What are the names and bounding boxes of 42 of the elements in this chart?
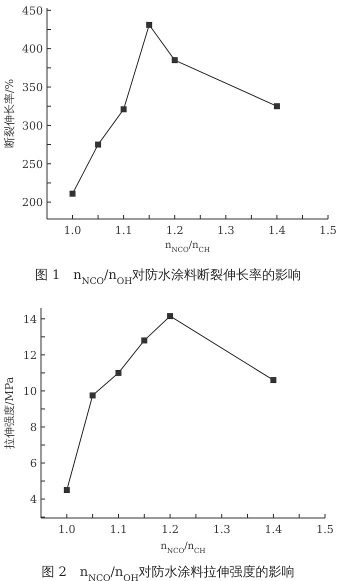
point	[270, 377, 276, 384]
y-tick-label: 200	[22, 196, 43, 210]
y-tick-label: 400	[22, 42, 43, 56]
x-tick-label: 1.1	[110, 523, 128, 536]
x-tick-label: 1.4	[268, 224, 286, 237]
point	[120, 106, 127, 112]
y-tick-label: 10	[23, 384, 37, 398]
x-tick-label: 1.4	[264, 523, 282, 536]
y-tick-label: 8	[30, 420, 37, 434]
point	[146, 22, 152, 28]
point	[64, 487, 70, 494]
x-tick-label: 1.3	[212, 523, 230, 536]
x-axis-title: n$_{NCO}$/n$_{CH}$	[160, 541, 206, 555]
x-tick-label: 1.2	[166, 224, 184, 237]
x-tick-label: 1.3	[217, 224, 235, 237]
point	[70, 190, 76, 197]
x-tick-label: 1.1	[114, 224, 132, 237]
y-tick-label: 350	[22, 81, 43, 94]
point	[115, 370, 122, 376]
point	[95, 142, 102, 148]
y-axis-title: 拉伸强度/MPa	[3, 376, 16, 450]
y-tick-label: 300	[22, 119, 43, 132]
y-tick-label: 6	[30, 457, 37, 470]
point	[90, 392, 96, 398]
point	[172, 57, 178, 64]
text: 图 2 n$_{NCO}$/n$_{OH}$对防水涂料拉伸强度的影响	[41, 564, 295, 581]
y-tick-label: 450	[22, 4, 43, 18]
y-tick-label: 12	[23, 348, 37, 362]
point	[274, 103, 280, 110]
x-axis-title: n$_{NCO}$/n$_{CH}$	[165, 240, 210, 254]
x-tick-label: 1.5	[316, 523, 334, 536]
y-tick-label: 4	[30, 493, 37, 506]
text: 图 1 n$_{NCO}$/n$_{OH}$对防水涂料断裂伸长率的影响	[34, 267, 302, 287]
point	[167, 313, 174, 320]
x-tick-label: 1.2	[161, 523, 179, 536]
x-tick-label: 1.0	[58, 523, 76, 536]
x-tick-label: 1.0	[64, 224, 82, 237]
y-tick-label: 250	[22, 158, 43, 171]
y-tick-label: 14	[23, 312, 37, 326]
x-tick-label: 1.5	[319, 224, 337, 237]
point	[141, 337, 148, 344]
y-axis-title: 断裂伸长率/%	[3, 78, 16, 148]
